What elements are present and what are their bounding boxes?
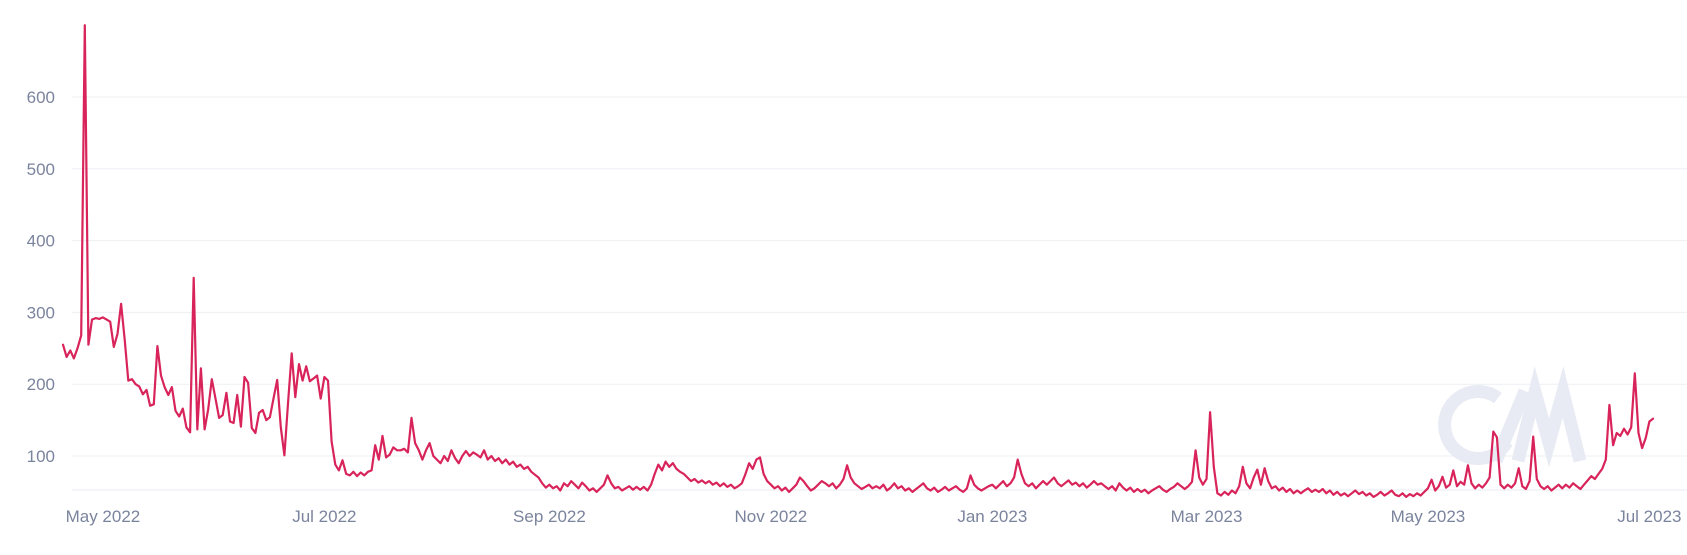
y-axis-tick-label: 100 — [27, 447, 55, 466]
y-axis-tick-label: 300 — [27, 303, 55, 322]
x-axis-tick-labels: May 2022 Jul 2022 Sep 2022 Nov 2022 Jan 2023… — [66, 507, 1682, 526]
y-axis-tick-label: 400 — [27, 232, 55, 251]
y-axis-tick-label: 200 — [27, 375, 55, 394]
x-axis-tick-label: Jan 2023 — [957, 507, 1027, 526]
x-axis-tick-label: Sep 2022 — [513, 507, 586, 526]
y-axis-tick-label: 500 — [27, 160, 55, 179]
watermark-slash — [1489, 388, 1532, 464]
x-axis-tick-label: Jul 2022 — [292, 507, 356, 526]
x-axis-tick-label: Jul 2023 — [1617, 507, 1681, 526]
x-axis-tick-label: Mar 2023 — [1171, 507, 1243, 526]
gridlines — [72, 96, 1687, 457]
x-axis-tick-label: May 2022 — [66, 507, 141, 526]
y-axis-tick-label: 600 — [27, 88, 55, 107]
series-line — [61, 24, 1655, 498]
x-axis-tick-label: May 2023 — [1391, 507, 1466, 526]
watermark-letter-c — [1438, 385, 1513, 465]
watermark-cm-logo — [1438, 366, 1587, 468]
x-axis-tick-label: Nov 2022 — [734, 507, 807, 526]
watermark-letter-m — [1511, 366, 1587, 468]
y-axis-tick-labels: 100 200 300 400 500 600 — [27, 88, 55, 466]
